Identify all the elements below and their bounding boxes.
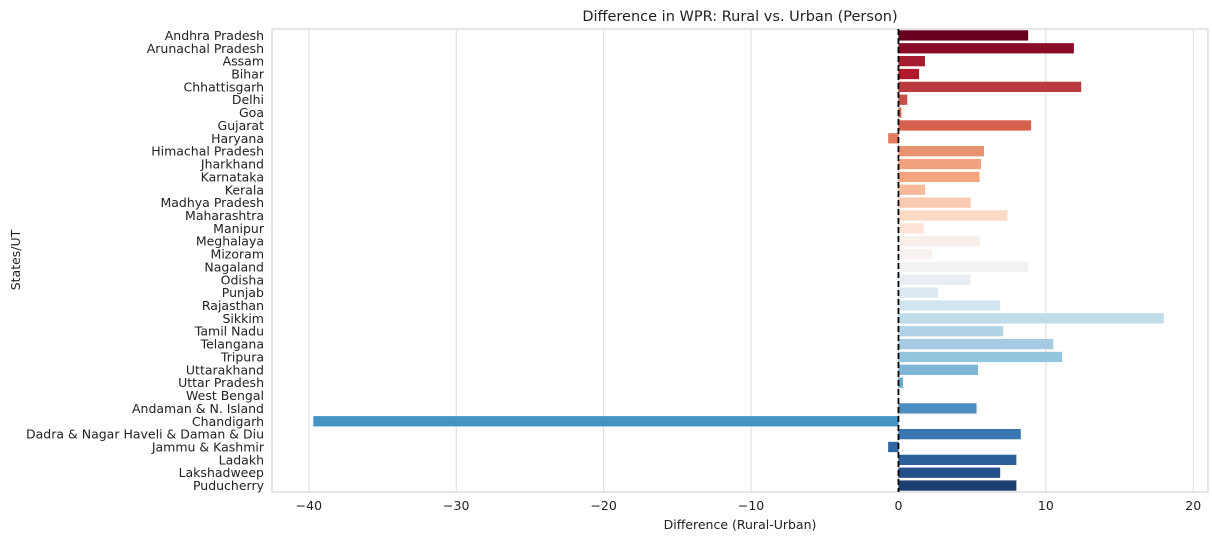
y-tick-label: Andhra Pradesh (165, 28, 264, 43)
bar (898, 454, 1017, 465)
bar (898, 120, 1032, 131)
bar (898, 313, 1164, 324)
y-tick-label: Puducherry (193, 478, 265, 493)
y-tick-label: Jammu & Kashmir (151, 439, 265, 454)
y-axis-label: States/UT (8, 229, 23, 290)
x-tick-labels: −40 −30 −20 −10 0 10 20 (296, 498, 1202, 513)
y-tick-label: Kerala (225, 182, 264, 197)
bar (888, 441, 899, 453)
bar (898, 274, 971, 285)
x-tick-label: −20 (590, 498, 616, 513)
x-tick-label: −10 (738, 498, 764, 513)
bar (898, 210, 1008, 221)
bar (898, 261, 1029, 273)
bar (898, 146, 984, 157)
bar (898, 107, 902, 118)
y-tick-label: Maharashtra (185, 208, 264, 223)
y-tick-label: Jharkhand (200, 157, 264, 172)
y-tick-label: Assam (223, 54, 264, 69)
bar (313, 416, 899, 427)
y-tick-label: Sikkim (222, 311, 264, 326)
y-tick-label: Telangana (200, 337, 264, 352)
y-tick-label: Ladakh (219, 452, 264, 467)
bars (313, 30, 1164, 491)
bar (898, 81, 1082, 93)
bar (898, 248, 933, 260)
y-tick-label: Karnataka (201, 169, 264, 184)
bar (898, 236, 980, 247)
bar (898, 223, 924, 234)
y-tick-label: Madhya Pradesh (160, 195, 264, 210)
y-tick-label: Meghalaya (196, 234, 264, 249)
y-tick-label: Arunachal Pradesh (147, 41, 264, 56)
bar (898, 300, 1001, 311)
bar (898, 94, 908, 105)
bar (898, 480, 1017, 491)
x-tick-label: −40 (296, 498, 322, 513)
chart-title: Difference in WPR: Rural vs. Urban (Pers… (582, 9, 897, 25)
x-axis-label: Difference (Rural-Urban) (664, 517, 817, 532)
y-tick-label: Odisha (221, 272, 264, 287)
bar (898, 326, 1004, 337)
bar (898, 467, 1001, 478)
y-tick-label: Uttar Pradesh (178, 375, 264, 390)
y-tick-label: Goa (239, 105, 264, 120)
y-tick-label: Dadra & Nagar Haveli & Daman & Diu (26, 427, 264, 442)
y-tick-label: Gujarat (218, 118, 265, 133)
bar (898, 287, 939, 298)
bar (898, 184, 925, 195)
y-tick-label: West Bengal (186, 388, 264, 403)
x-tick-label: 10 (1038, 498, 1054, 513)
y-tick-label: Nagaland (204, 259, 264, 274)
y-tick-label: Rajasthan (202, 298, 264, 313)
bar (898, 364, 979, 375)
y-tick-label: Lakshadweep (179, 465, 264, 480)
bar (898, 403, 977, 414)
y-tick-label: Tripura (220, 349, 264, 364)
bar (898, 68, 920, 80)
bar (898, 428, 1021, 440)
y-tick-label: Chandigarh (192, 414, 264, 429)
y-tick-label: Bihar (231, 67, 265, 82)
y-tick-label: Mizoram (211, 247, 264, 262)
x-tick-label: −30 (443, 498, 469, 513)
bar (898, 338, 1054, 350)
y-tick-label: Himachal Pradesh (151, 144, 264, 159)
y-tick-label: Uttarakhand (186, 362, 264, 377)
bar (898, 171, 980, 183)
bar (898, 158, 982, 170)
x-tick-label: 20 (1185, 498, 1201, 513)
y-tick-label: Haryana (211, 131, 264, 146)
y-tick-label: Chhattisgarh (184, 79, 264, 94)
y-tick-label: Andaman & N. Island (132, 401, 264, 416)
bar (898, 56, 925, 67)
plot-frame (271, 28, 1209, 493)
x-tick-label: 0 (894, 498, 902, 513)
bar (898, 30, 1029, 41)
bar (898, 43, 1074, 54)
bar (888, 133, 899, 144)
bar (898, 351, 1063, 363)
y-tick-label: Punjab (222, 285, 264, 300)
y-tick-label: Delhi (232, 92, 264, 107)
bar (898, 197, 971, 208)
y-tick-label: Manipur (213, 221, 265, 236)
y-tick-label: Tamil Nadu (194, 324, 264, 339)
bar (898, 377, 903, 388)
